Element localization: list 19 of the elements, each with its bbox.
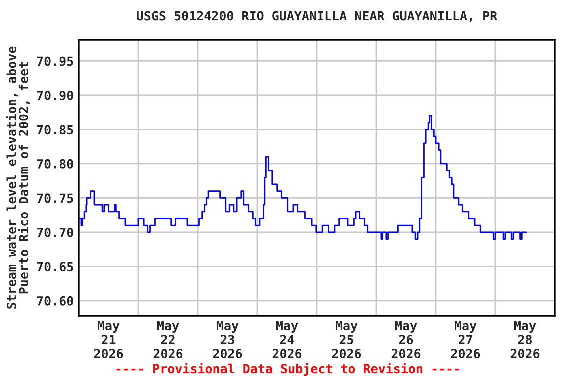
chart-title: USGS 50124200 RIO GUAYANILLA NEAR GUAYANILLA, PR: [137, 11, 498, 22]
y-axis-title: Stream water level elevation, above Puerto Rico Datum of 2002, feet: [6, 46, 30, 309]
y-tick-label: 70.95: [37, 56, 74, 66]
x-tick-label: May 24 2026: [272, 321, 302, 359]
x-tick-label: May 26 2026: [392, 321, 421, 359]
x-tick-label: May 28 2026: [510, 321, 540, 359]
y-tick-label: 70.90: [37, 90, 74, 100]
y-tick-label: 70.60: [37, 296, 74, 306]
y-tick-label: 70.75: [37, 194, 74, 204]
x-tick-label: May 27 2026: [451, 321, 480, 359]
y-tick-label: 70.65: [37, 262, 74, 272]
x-tick-label: May 23 2026: [213, 321, 242, 359]
x-tick-label: May 25 2026: [332, 321, 362, 359]
x-tick-label: May 21 2026: [94, 321, 124, 359]
text: ---- Provisional Data Subject to Revision ----: [116, 363, 460, 376]
x-tick-label: May 22 2026: [154, 321, 183, 359]
y-tick-label: 70.80: [37, 159, 74, 169]
y-tick-label: 70.70: [37, 228, 74, 238]
y-tick-label: 70.85: [37, 125, 74, 135]
